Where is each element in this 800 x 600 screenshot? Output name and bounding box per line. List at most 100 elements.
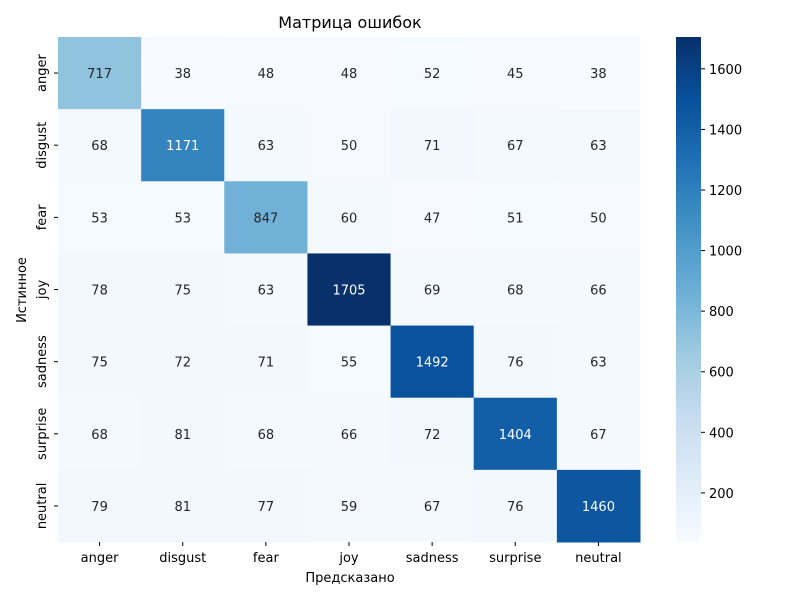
heatmap-cell bbox=[556, 37, 641, 110]
heatmap-cell bbox=[473, 469, 558, 543]
cell-value-label: 1171 bbox=[166, 139, 199, 154]
heatmap-cell bbox=[556, 469, 641, 543]
heatmap-cell bbox=[224, 469, 308, 543]
heatmap-cell bbox=[224, 37, 308, 110]
heatmap-cell bbox=[141, 253, 225, 327]
heatmap-cell bbox=[141, 37, 225, 110]
cell-value-label: 66 bbox=[590, 284, 607, 299]
cell-value-label: 63 bbox=[590, 356, 607, 371]
heatmap-cell bbox=[307, 253, 392, 327]
cell-value-label: 67 bbox=[424, 500, 441, 515]
colorbar-tick-label: 1400 bbox=[709, 123, 742, 138]
y-axis-ticks: anger disgust fear joy sadness surprise neutra… bbox=[35, 54, 58, 530]
cell-value-label: 55 bbox=[341, 356, 358, 371]
heatmap-cell bbox=[141, 325, 225, 399]
y-tick-label: neutral bbox=[35, 483, 50, 530]
heatmap-cell bbox=[307, 181, 392, 254]
colorbar-tick-label: 1200 bbox=[709, 184, 742, 199]
heatmap-cell bbox=[390, 253, 475, 327]
x-tick-label: joy bbox=[338, 551, 359, 566]
heatmap-cell bbox=[556, 181, 641, 254]
colorbar-tick-label: 400 bbox=[709, 426, 734, 441]
heatmap-cell bbox=[58, 37, 142, 110]
heatmap-cell bbox=[556, 325, 641, 399]
heatmap-cell bbox=[307, 469, 392, 543]
x-tick-label: sadness bbox=[406, 551, 459, 566]
x-axis-ticks: anger disgust fear joy sadness surprise neutra… bbox=[81, 542, 622, 566]
y-tick-label: sadness bbox=[35, 335, 50, 388]
cell-value-label: 68 bbox=[91, 428, 108, 443]
cell-value-label: 81 bbox=[174, 500, 191, 515]
x-tick-label: neutral bbox=[575, 551, 622, 566]
heatmap-cell bbox=[58, 469, 142, 543]
cell-value-label: 60 bbox=[341, 211, 358, 226]
heatmap-cell bbox=[390, 109, 475, 182]
colorbar-ticks: 200 400 600 800 1000 1200 1400 1600 bbox=[701, 63, 742, 502]
heatmap-cell bbox=[224, 181, 308, 254]
cell-value-label: 71 bbox=[424, 139, 441, 154]
heatmap-cell bbox=[58, 253, 142, 327]
cell-value-label: 47 bbox=[424, 211, 441, 226]
heatmap-cells: 717 38 48 48 52 45 38 68 1171 63 50 71 67 63 53 53 847 60… bbox=[58, 37, 641, 543]
cell-value-label: 78 bbox=[91, 284, 108, 299]
cell-value-label: 75 bbox=[174, 284, 191, 299]
y-tick-label: disgust bbox=[35, 122, 50, 169]
heatmap-cell bbox=[224, 109, 308, 182]
y-tick-label: joy bbox=[35, 280, 50, 301]
cell-value-label: 81 bbox=[174, 428, 191, 443]
cell-value-label: 63 bbox=[258, 139, 275, 154]
heatmap-cell bbox=[307, 397, 392, 471]
cell-value-label: 77 bbox=[258, 500, 275, 515]
heatmap-cell bbox=[58, 109, 142, 182]
cell-value-label: 59 bbox=[341, 500, 358, 515]
cell-value-label: 38 bbox=[590, 67, 607, 82]
chart-title: Матрица ошибок bbox=[278, 13, 422, 32]
heatmap-cell bbox=[141, 469, 225, 543]
cell-value-label: 53 bbox=[174, 211, 191, 226]
cell-value-label: 51 bbox=[507, 211, 524, 226]
x-tick-label: fear bbox=[253, 551, 280, 566]
colorbar-tick-label: 1600 bbox=[709, 63, 742, 78]
heatmap-cell bbox=[390, 397, 475, 471]
cell-value-label: 48 bbox=[341, 67, 358, 82]
cell-value-label: 79 bbox=[91, 500, 108, 515]
cell-value-label: 71 bbox=[258, 356, 275, 371]
heatmap-cell bbox=[390, 469, 475, 543]
heatmap-cell bbox=[473, 181, 558, 254]
heatmap-cell bbox=[307, 325, 392, 399]
heatmap-cell bbox=[141, 109, 225, 182]
y-tick-label: anger bbox=[35, 54, 50, 92]
cell-value-label: 38 bbox=[174, 67, 191, 82]
cell-value-label: 1705 bbox=[332, 284, 365, 299]
heatmap-cell bbox=[473, 397, 558, 471]
cell-value-label: 1404 bbox=[499, 428, 532, 443]
cell-value-label: 68 bbox=[258, 428, 275, 443]
heatmap-cell bbox=[556, 253, 641, 327]
colorbar-tick-label: 200 bbox=[709, 487, 734, 502]
heatmap-cell bbox=[473, 253, 558, 327]
cell-value-label: 50 bbox=[590, 211, 607, 226]
cell-value-label: 72 bbox=[174, 356, 191, 371]
cell-value-label: 717 bbox=[87, 67, 112, 82]
heatmap-cell bbox=[141, 181, 225, 254]
cell-value-label: 67 bbox=[590, 428, 607, 443]
heatmap-cell bbox=[307, 37, 392, 110]
y-axis-label: Истинное bbox=[15, 257, 30, 323]
colorbar-tick-label: 800 bbox=[709, 305, 734, 320]
cell-value-label: 63 bbox=[590, 139, 607, 154]
y-tick-label: surprise bbox=[35, 408, 50, 460]
cell-value-label: 68 bbox=[91, 139, 108, 154]
cell-value-label: 66 bbox=[341, 428, 358, 443]
colorbar bbox=[676, 37, 701, 542]
heatmap-cell bbox=[390, 181, 475, 254]
cell-value-label: 63 bbox=[258, 284, 275, 299]
cell-value-label: 76 bbox=[507, 500, 524, 515]
cell-value-label: 50 bbox=[341, 139, 358, 154]
heatmap-cell bbox=[224, 397, 308, 471]
heatmap-cell bbox=[58, 325, 142, 399]
heatmap-cell bbox=[556, 397, 641, 471]
heatmap-cell bbox=[307, 109, 392, 182]
heatmap-cell bbox=[224, 325, 308, 399]
heatmap-cell bbox=[473, 37, 558, 110]
